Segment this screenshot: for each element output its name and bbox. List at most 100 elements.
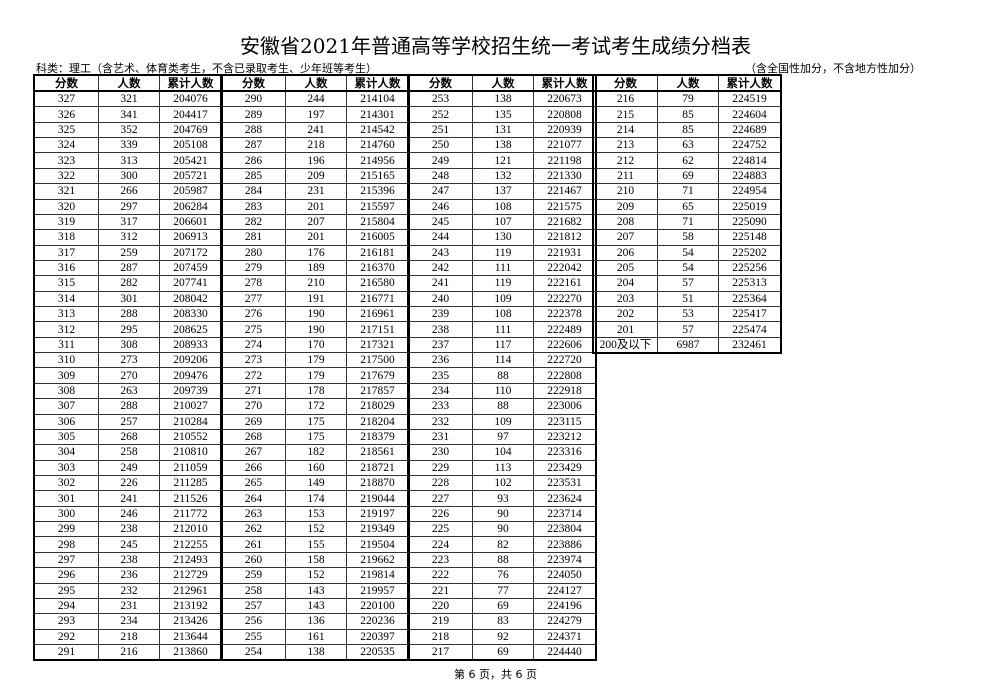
count-cell: 138 bbox=[472, 137, 534, 154]
score-cell: 320 bbox=[33, 198, 99, 215]
cumulative-cell: 204417 bbox=[159, 106, 223, 123]
cumulative-cell: 216771 bbox=[346, 290, 410, 308]
table-row: 250 138 221077 bbox=[407, 137, 597, 154]
score-cell: 288 bbox=[220, 121, 286, 139]
score-cell: 246 bbox=[407, 198, 473, 215]
count-cell: 216 bbox=[98, 643, 160, 661]
score-cell: 200及以下 bbox=[592, 336, 658, 354]
table-row: 302 226 211285 bbox=[33, 474, 223, 492]
cumulative-cell: 209206 bbox=[159, 352, 223, 369]
score-cell: 205 bbox=[592, 259, 658, 277]
count-cell: 130 bbox=[472, 229, 534, 246]
table-row: 281 201 216005 bbox=[220, 229, 410, 246]
table-row: 322 300 205721 bbox=[33, 167, 223, 185]
score-cell: 283 bbox=[220, 198, 286, 215]
count-cell: 263 bbox=[98, 382, 160, 400]
cumulative-cell: 213426 bbox=[159, 613, 223, 630]
table-row: 224 82 223886 bbox=[407, 536, 597, 553]
cumulative-cell: 224371 bbox=[533, 628, 597, 645]
cumulative-cell: 225364 bbox=[718, 290, 782, 308]
cumulative-cell: 210552 bbox=[159, 428, 223, 446]
table-row: 206 54 225202 bbox=[592, 244, 782, 261]
table-row: 216 79 224519 bbox=[592, 90, 782, 108]
count-cell: 241 bbox=[98, 490, 160, 507]
score-cell: 233 bbox=[407, 398, 473, 415]
cumulative-cell: 209739 bbox=[159, 382, 223, 400]
cumulative-cell: 225256 bbox=[718, 259, 782, 277]
count-cell: 54 bbox=[657, 259, 719, 277]
count-cell: 288 bbox=[98, 398, 160, 415]
table-row: 269 175 218204 bbox=[220, 413, 410, 430]
cumulative-cell: 217679 bbox=[346, 367, 410, 384]
score-cell: 243 bbox=[407, 244, 473, 261]
score-cell: 272 bbox=[220, 367, 286, 384]
table-row: 252 135 220808 bbox=[407, 106, 597, 123]
table-row: 218 92 224371 bbox=[407, 628, 597, 645]
count-cell: 54 bbox=[657, 244, 719, 261]
count-cell: 238 bbox=[98, 551, 160, 569]
cumulative-cell: 204076 bbox=[159, 90, 223, 108]
count-cell: 110 bbox=[472, 382, 534, 400]
table-row: 244 130 221812 bbox=[407, 229, 597, 246]
table-row: 278 210 216580 bbox=[220, 275, 410, 292]
count-cell: 85 bbox=[657, 121, 719, 139]
score-cell: 312 bbox=[33, 321, 99, 338]
score-cell: 260 bbox=[220, 551, 286, 569]
count-cell: 71 bbox=[657, 183, 719, 200]
table-row: 257 143 220100 bbox=[220, 597, 410, 615]
cumulative-cell: 224440 bbox=[533, 643, 597, 661]
score-cell: 305 bbox=[33, 428, 99, 446]
cumulative-cell: 206913 bbox=[159, 229, 223, 246]
score-cell: 261 bbox=[220, 536, 286, 553]
table-row: 299 238 212010 bbox=[33, 521, 223, 538]
score-cell: 284 bbox=[220, 183, 286, 200]
count-cell: 238 bbox=[98, 521, 160, 538]
table-row: 296 236 212729 bbox=[33, 567, 223, 584]
cumulative-cell: 215597 bbox=[346, 198, 410, 215]
table-row: 301 241 211526 bbox=[33, 490, 223, 507]
score-cell: 268 bbox=[220, 428, 286, 446]
cumulative-cell: 212961 bbox=[159, 582, 223, 599]
table-row: 270 172 218029 bbox=[220, 398, 410, 415]
table-row: 266 160 218721 bbox=[220, 459, 410, 476]
count-cell: 226 bbox=[98, 474, 160, 492]
count-cell: 113 bbox=[472, 459, 534, 476]
cumulative-cell: 220535 bbox=[346, 643, 410, 661]
header-row: 分数 人数 累计人数 bbox=[592, 74, 782, 92]
count-cell: 114 bbox=[472, 352, 534, 369]
table-row: 324 339 205108 bbox=[33, 137, 223, 154]
count-cell: 76 bbox=[472, 567, 534, 584]
count-cell: 102 bbox=[472, 474, 534, 492]
count-cell: 132 bbox=[472, 167, 534, 185]
table-row: 234 110 222918 bbox=[407, 382, 597, 400]
count-cell: 6987 bbox=[657, 336, 719, 354]
table-row: 319 317 206601 bbox=[33, 213, 223, 231]
cumulative-cell: 206601 bbox=[159, 213, 223, 231]
table-row: 247 137 221467 bbox=[407, 183, 597, 200]
score-cell: 311 bbox=[33, 336, 99, 354]
cumulative-cell: 219504 bbox=[346, 536, 410, 553]
score-cell: 245 bbox=[407, 213, 473, 231]
count-cell: 161 bbox=[285, 628, 347, 645]
score-cell: 281 bbox=[220, 229, 286, 246]
cumulative-cell: 225313 bbox=[718, 275, 782, 292]
cumulative-cell: 214301 bbox=[346, 106, 410, 123]
table-row: 274 170 217321 bbox=[220, 336, 410, 354]
count-cell: 138 bbox=[472, 90, 534, 108]
cumulative-cell: 221198 bbox=[533, 152, 597, 169]
count-cell: 85 bbox=[657, 106, 719, 123]
cumulative-cell: 210284 bbox=[159, 413, 223, 430]
count-cell: 218 bbox=[98, 628, 160, 645]
score-cell: 244 bbox=[407, 229, 473, 246]
score-cell: 237 bbox=[407, 336, 473, 354]
table-row: 243 119 221931 bbox=[407, 244, 597, 261]
count-cell: 170 bbox=[285, 336, 347, 354]
cumulative-cell: 221077 bbox=[533, 137, 597, 154]
score-cell: 275 bbox=[220, 321, 286, 338]
score-cell: 236 bbox=[407, 352, 473, 369]
cumulative-cell: 216181 bbox=[346, 244, 410, 261]
score-cell: 224 bbox=[407, 536, 473, 553]
score-cell: 214 bbox=[592, 121, 658, 139]
cumulative-header: 累计人数 bbox=[718, 74, 782, 92]
cumulative-cell: 224604 bbox=[718, 106, 782, 123]
